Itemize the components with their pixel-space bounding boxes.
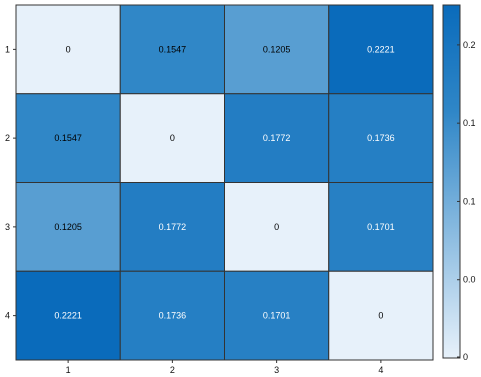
heatmap-cell-r2-c1	[15, 93, 121, 183]
heatmap-cell-r1-c4	[328, 4, 434, 95]
colorbar: 0 0.0 0.1 0.1 0.2	[442, 4, 476, 362]
cell-value-label: 0.1701	[367, 222, 395, 232]
cell-value-label: 0.1547	[159, 44, 187, 54]
heatmap-cell-r1-c1	[15, 4, 121, 95]
x-tick-label: 1	[66, 365, 71, 375]
heatmap-cell-labels: 0 0.1547 0.1205 0.2221 0.1547 0 0.1772 0.1736 0.…	[54, 44, 394, 320]
heatmap-cell-r4-c2	[119, 270, 225, 361]
colorbar-tick-label: 0.1	[463, 196, 476, 206]
colorbar-tick-label: 0.1	[463, 118, 476, 128]
y-tick-label: 4	[5, 311, 10, 321]
heatmap-cells	[15, 4, 434, 361]
colorbar-gradient	[442, 4, 461, 359]
x-tick-label: 4	[378, 365, 383, 375]
colorbar-tick-label: 0.2	[463, 40, 476, 50]
heatmap-cell-r3-c4	[328, 182, 434, 272]
cell-value-label: 0.2221	[54, 311, 82, 321]
cell-value-label: 0.1736	[159, 311, 187, 321]
heatmap-cell-r4-c1	[15, 270, 121, 361]
cell-value-label: 0.1701	[263, 311, 291, 321]
heatmap-cell-r2-c2	[119, 93, 225, 183]
cell-value-label: 0	[170, 133, 175, 143]
y-tick-label: 3	[5, 222, 10, 232]
cell-value-label: 0.1547	[54, 133, 82, 143]
y-tick-label: 2	[5, 133, 10, 143]
y-tick-label: 1	[5, 44, 10, 54]
x-tick-label: 2	[170, 365, 175, 375]
cell-value-label: 0.1772	[263, 133, 291, 143]
cell-value-label: 0	[66, 44, 71, 54]
y-axis-ticks: 1 2 3 4	[5, 44, 16, 321]
cell-value-label: 0	[378, 311, 383, 321]
colorbar-tick-label: 0	[463, 352, 468, 362]
heatmap-cell-r3-c2	[119, 182, 225, 272]
heatmap-cell-r4-c4	[328, 270, 434, 361]
x-axis-ticks: 1 2 3 4	[66, 360, 383, 375]
heatmap-cell-r1-c2	[119, 4, 225, 95]
cell-value-label: 0.1205	[54, 222, 82, 232]
cell-value-label: 0.1205	[263, 44, 291, 54]
heatmap-cell-r2-c4	[328, 93, 434, 183]
cell-value-label: 0	[274, 222, 279, 232]
cell-value-label: 0.1736	[367, 133, 395, 143]
x-tick-label: 3	[274, 365, 279, 375]
plot-frame	[15, 4, 434, 361]
cell-value-label: 0.2221	[367, 44, 395, 54]
cell-value-label: 0.1772	[159, 222, 187, 232]
heatmap-cell-r4-c3	[224, 270, 330, 361]
colorbar-tick-label: 0.0	[463, 275, 476, 285]
colorbar-ticks: 0 0.0 0.1 0.1 0.2	[457, 40, 476, 362]
